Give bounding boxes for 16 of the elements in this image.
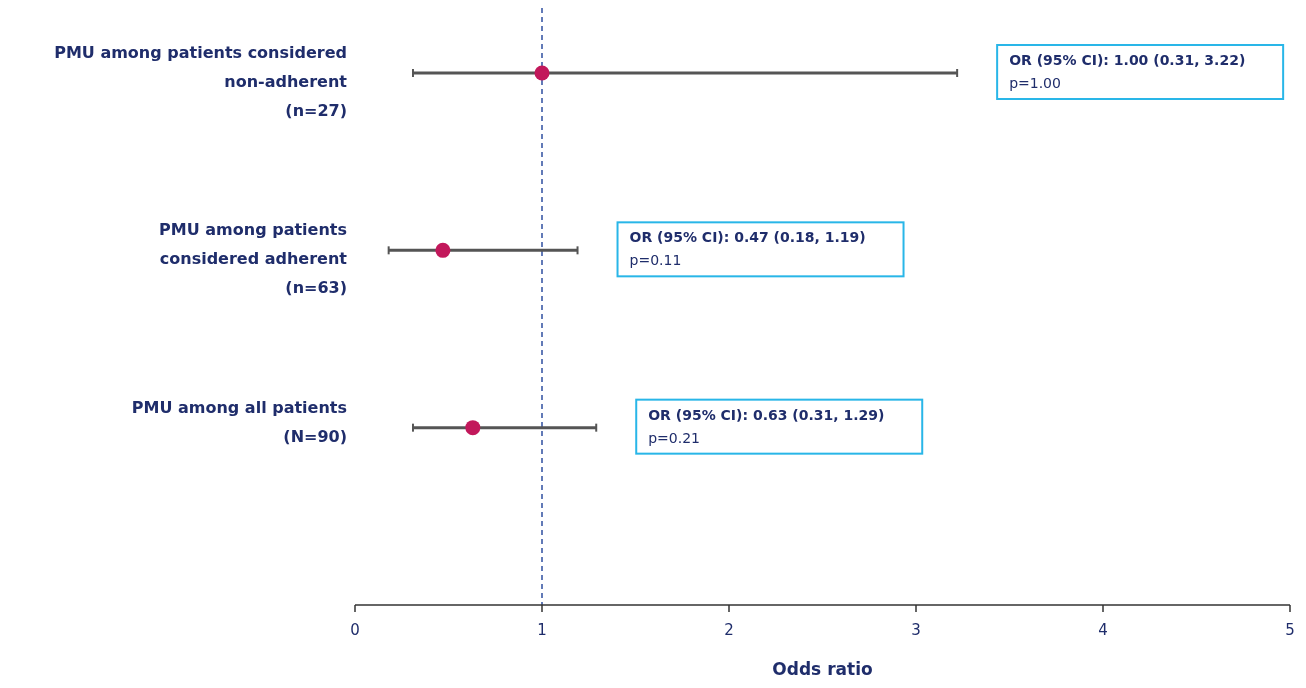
y-tick-label: PMU among patients considered non-adherent (n=27) [54,43,348,120]
x-tick-label: 2 [724,621,734,639]
y-tick-label: PMU among all patients (N=90) [131,397,347,446]
x-tick-label: 4 [1098,621,1108,639]
y-tick-label: PMU among patients considered adherent (n=63) [159,220,348,298]
x-tick-label: 0 [350,621,360,639]
x-axis-title: Odds ratio [772,659,873,679]
text-box: OR (95% CI): 0.47 (0.18, 1.19) p=0.11 [616,221,905,278]
annotation: OR (95% CI): 0.63 (0.31, 1.29) p=0.21 [648,406,885,446]
text-box: OR (95% CI): 0.63 (0.31, 1.29) p=0.21 [635,398,924,455]
text-box: OR (95% CI): 1.00 (0.31, 3.22) p=1.00 [996,44,1285,100]
annotation: OR (95% CI): 1.00 (0.31, 3.22) p=1.00 [1009,52,1246,91]
x-tick-label: 5 [1285,621,1295,639]
annotation: OR (95% CI): 0.47 (0.18, 1.19) p=0.11 [629,229,866,269]
x-tick-label: 3 [911,621,921,639]
x-tick-label: 1 [537,621,547,639]
